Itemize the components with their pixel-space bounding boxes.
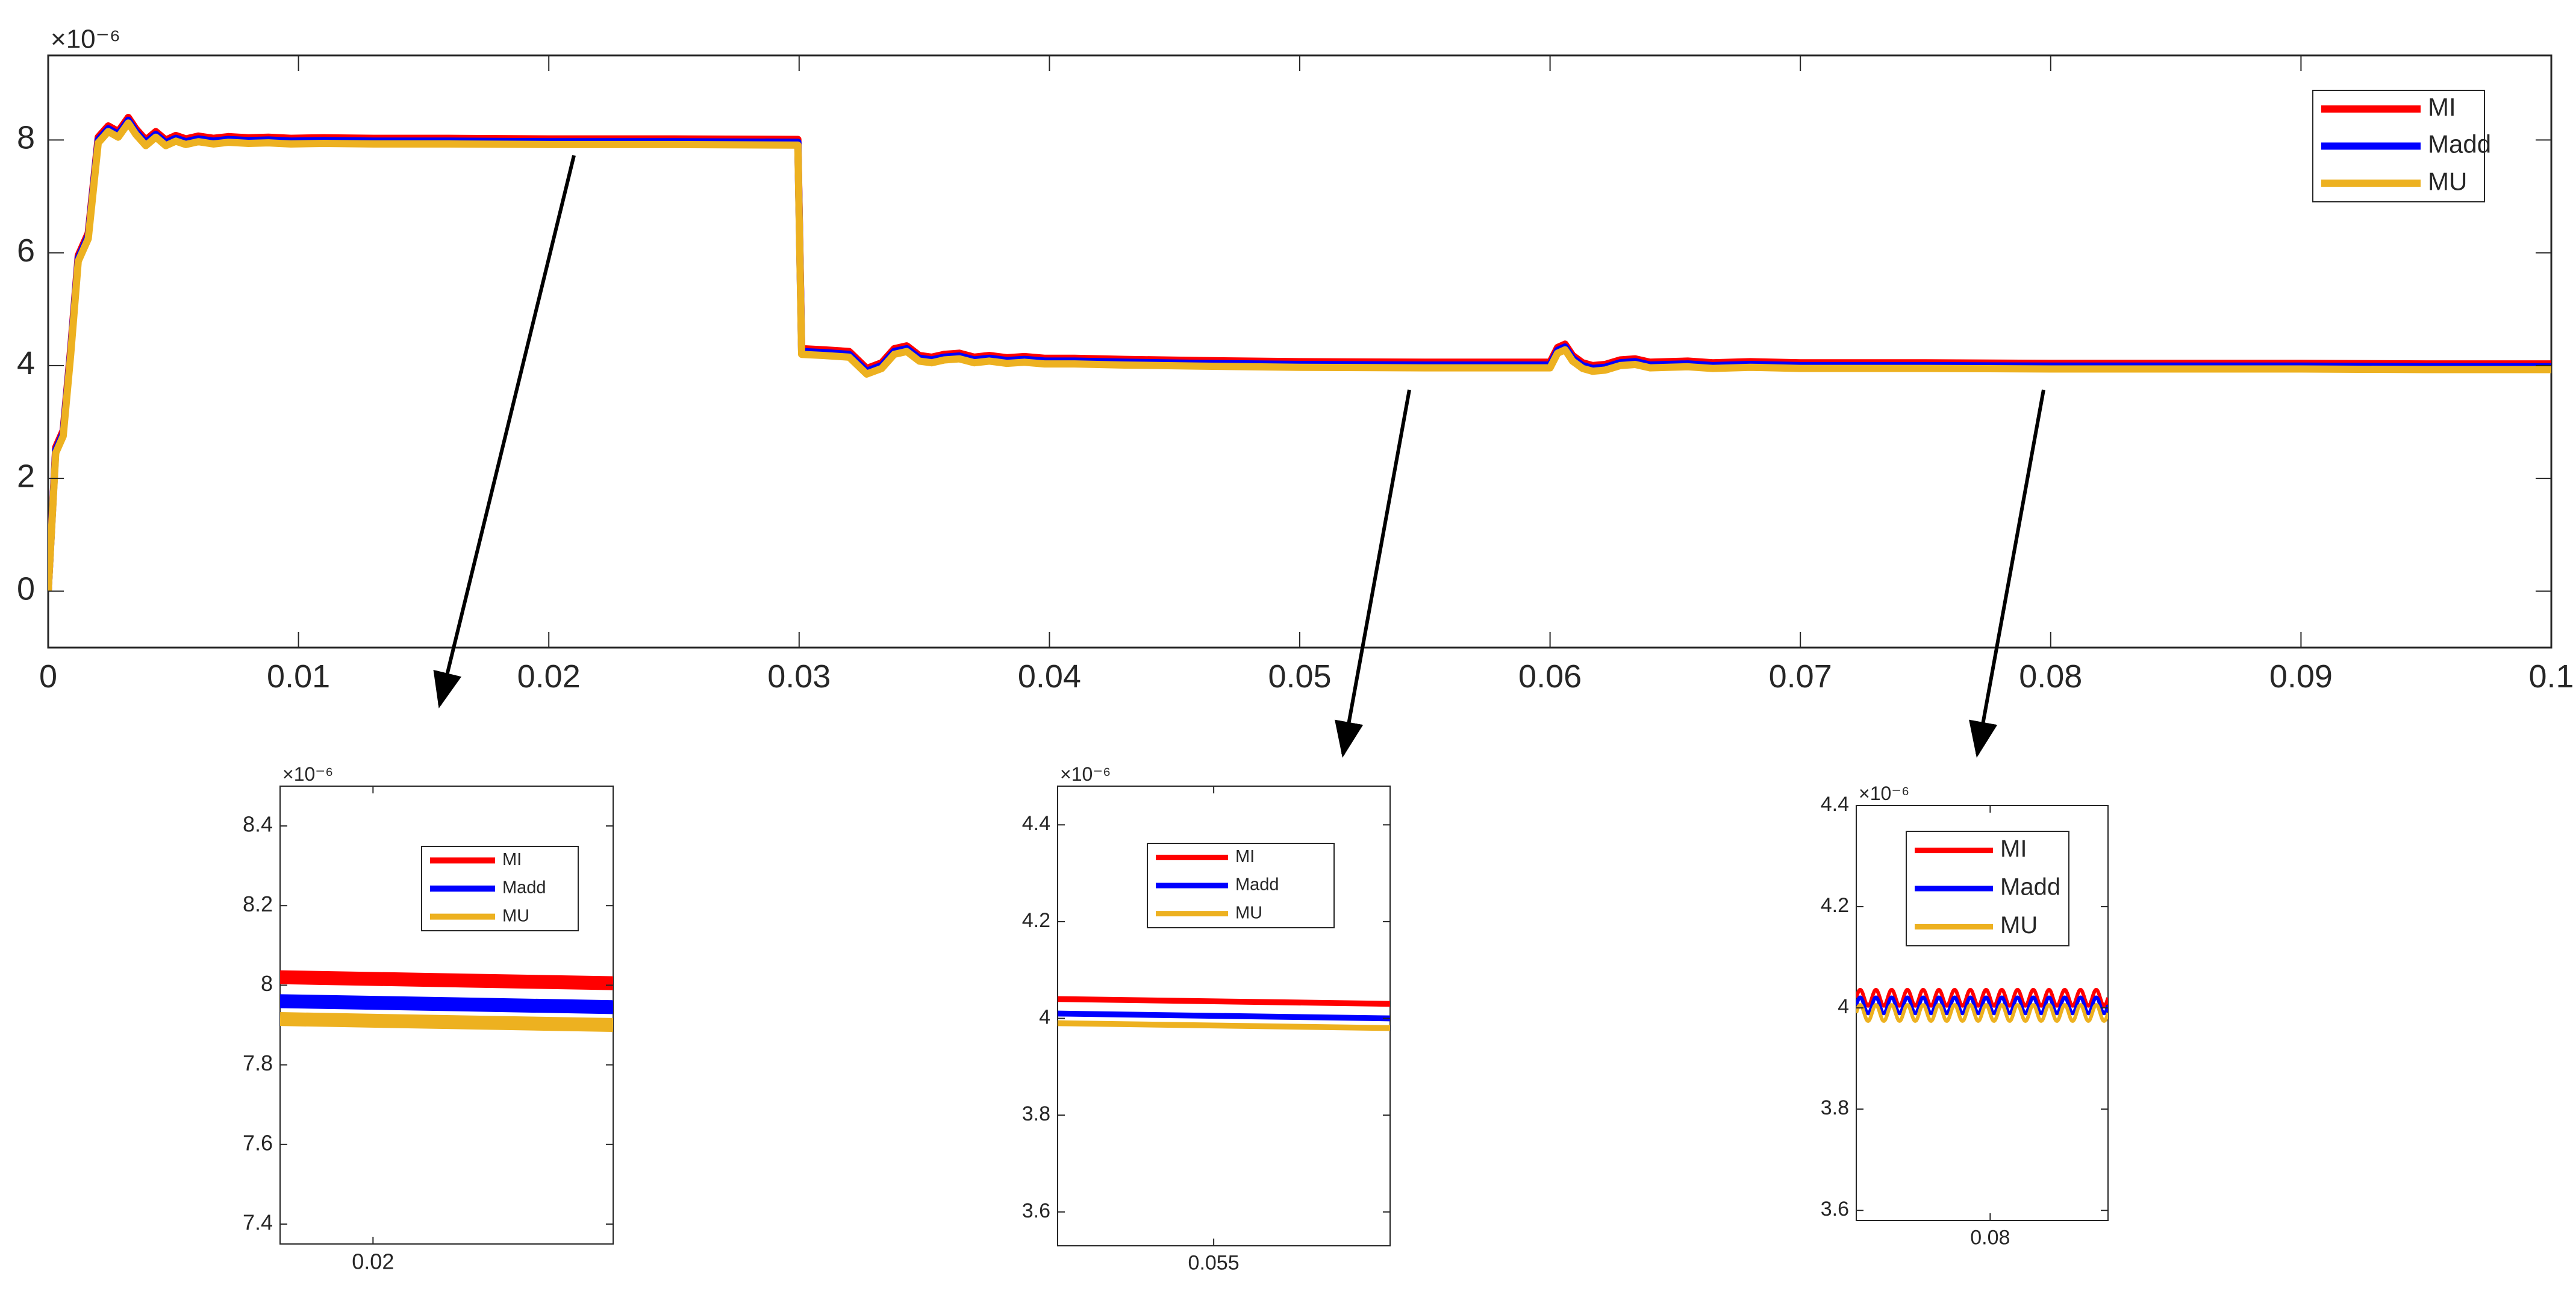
y-tick-label: 7.8 (243, 1051, 273, 1075)
legend: MI Madd MU (1147, 843, 1335, 928)
legend: MI Madd MU (2312, 90, 2491, 202)
chart-main: 0 0.01 0.02 0.03 0.04 0.05 0.06 0.07 0.08 0.09 0.1… (17, 24, 2574, 695)
zoom-arrow (1335, 389, 1411, 758)
y-tick-label: 8 (261, 971, 273, 996)
y-tick-label: 4 (1039, 1006, 1050, 1029)
series-line-mi (280, 970, 613, 990)
series-line-madd (280, 994, 613, 1014)
y-tick-label: 4 (17, 345, 35, 381)
plot-area (47, 54, 2553, 649)
x-tick-label: 0.09 (2269, 658, 2333, 695)
series-group (48, 114, 2551, 592)
series-line-madd (1856, 995, 2108, 1016)
legend-label: Madd (2428, 130, 2491, 158)
x-tick-label: 0 (39, 658, 57, 695)
x-tick-label: 0.01 (267, 658, 330, 695)
y-tick-label: 4 (1838, 995, 1849, 1018)
chart-zoom3: 0.08 3.6 3.8 4 4.2 4.4 ×10⁻⁶ MI Madd MU (1821, 783, 2109, 1249)
x-tick-label: 0.08 (1970, 1227, 2010, 1249)
legend-label: MU (2428, 167, 2467, 195)
x-tick-label: 0.1 (2528, 658, 2574, 695)
x-tick-label: 0.02 (352, 1249, 394, 1274)
x-tick-label: 0.07 (1769, 658, 1832, 695)
legend-label: MI (2428, 93, 2456, 121)
y-tick-label: 2 (17, 458, 35, 494)
axis-exponent-label: ×10⁻⁶ (1859, 783, 1909, 804)
x-tick-label: 0.05 (1268, 658, 1331, 695)
y-tick-label: 8.4 (243, 812, 273, 837)
y-tick-label: 3.8 (1022, 1102, 1050, 1125)
series-group (1058, 996, 1390, 1031)
legend-label: MI (502, 850, 522, 869)
y-tick-label: 7.4 (243, 1210, 273, 1234)
y-tick-label: 4.2 (1821, 894, 1849, 917)
y-tick-label: 3.6 (1022, 1199, 1050, 1222)
legend-label: Madd (1235, 875, 1279, 895)
series-line-mu (48, 119, 2551, 592)
y-tick-label: 4.4 (1022, 812, 1050, 835)
y-tick-label: 4.4 (1821, 793, 1849, 816)
legend-label: Madd (502, 878, 546, 898)
series-group (1856, 987, 2108, 1023)
series-line-mi (1058, 996, 1390, 1007)
legend-label: MU (2000, 912, 2038, 939)
y-tick-label: 4.2 (1022, 909, 1050, 932)
y-tick-label: 3.8 (1821, 1096, 1849, 1119)
legend-label: MI (1235, 847, 1255, 866)
legend: MI Madd MU (421, 846, 579, 931)
legend-label: MI (2000, 836, 2027, 862)
legend-label: Madd (2000, 874, 2060, 901)
zoom-arrow (433, 155, 576, 708)
y-tick-label: 3.6 (1821, 1198, 1849, 1220)
series-line-mi (1856, 987, 2108, 1008)
chart-zoom2: 0.055 3.6 3.8 4 4.2 4.4 ×10⁻⁶ MI Madd MU (1022, 763, 1391, 1275)
x-tick-label: 0.06 (1518, 658, 1582, 695)
series-line-mu (280, 1012, 613, 1033)
legend: MI Madd MU (1906, 831, 2069, 946)
legend-label: MU (1235, 903, 1262, 922)
zoom-arrow (1969, 389, 2045, 758)
series-line-madd (1058, 1010, 1390, 1022)
axis-exponent-label: ×10⁻⁶ (1060, 763, 1111, 785)
y-tick-label: 8.2 (243, 892, 273, 916)
legend-label: MU (502, 906, 529, 925)
x-tick-label: 0.08 (2019, 658, 2082, 695)
x-tick-label: 0.04 (1018, 658, 1081, 695)
y-tick-label: 8 (17, 120, 35, 156)
chart-zoom1: 0.02 7.4 7.6 7.8 8 8.2 8.4 ×10⁻⁶ MI Madd MU (243, 763, 614, 1274)
x-tick-label: 0.03 (767, 658, 831, 695)
x-tick-label: 0.055 (1188, 1252, 1240, 1275)
series-group (280, 970, 613, 1033)
y-tick-label: 0 (17, 571, 35, 607)
axis-exponent-label: ×10⁻⁶ (51, 24, 120, 54)
series-line-mu (1058, 1020, 1390, 1031)
y-tick-label: 7.6 (243, 1130, 273, 1155)
x-tick-label: 0.02 (517, 658, 581, 695)
axis-exponent-label: ×10⁻⁶ (282, 763, 333, 785)
y-tick-label: 6 (17, 233, 35, 269)
series-line-mu (1856, 1003, 2108, 1023)
